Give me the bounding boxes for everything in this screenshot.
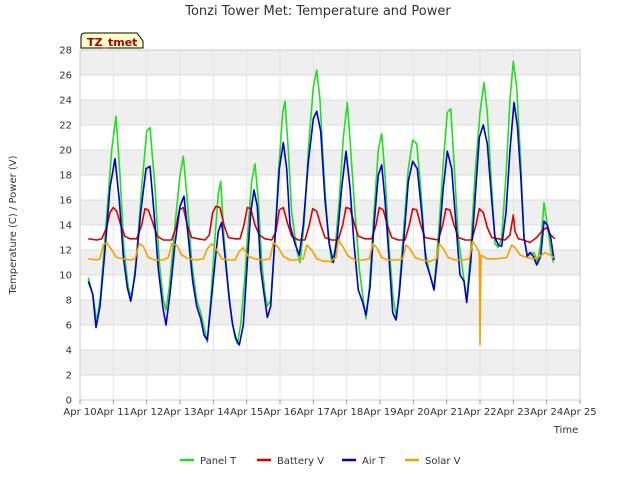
y-tick-label: 26 bbox=[59, 71, 72, 82]
grid-band bbox=[80, 50, 580, 75]
x-tick-label: Apr 12 bbox=[130, 407, 163, 418]
x-tick-label: Apr 15 bbox=[230, 407, 263, 418]
y-tick-label: 12 bbox=[59, 246, 72, 257]
y-tick-label: 6 bbox=[66, 321, 72, 332]
y-tick-label: 22 bbox=[59, 121, 72, 132]
x-tick-label: Apr 20 bbox=[397, 407, 430, 418]
x-tick-label: Apr 13 bbox=[163, 407, 196, 418]
plot-frame bbox=[79, 49, 581, 401]
grid-band bbox=[80, 350, 580, 375]
series-line-air-t bbox=[87, 101, 555, 346]
x-tick-label: Apr 10 bbox=[63, 407, 96, 418]
x-tick-label: Apr 21 bbox=[430, 407, 463, 418]
x-tick-label: Apr 18 bbox=[330, 407, 363, 418]
chart-badge: TZ_tmet bbox=[80, 32, 144, 49]
y-tick-label: 10 bbox=[59, 271, 72, 282]
y-tick-label: 14 bbox=[59, 221, 72, 232]
grid-band bbox=[80, 100, 580, 125]
y-tick-label: 20 bbox=[59, 146, 72, 157]
x-tick-label: Apr 19 bbox=[363, 407, 396, 418]
y-axis-label: Temperature (C) / Power (V) bbox=[8, 155, 19, 295]
series-lines bbox=[87, 60, 556, 346]
y-tick-label: 16 bbox=[59, 196, 72, 207]
y-tick-label: 24 bbox=[59, 96, 72, 107]
y-tick-label: 0 bbox=[66, 396, 72, 407]
badge-label: TZ_tmet bbox=[87, 36, 137, 49]
x-tick-label: Apr 25 bbox=[563, 407, 596, 418]
y-tick-label: 28 bbox=[59, 46, 72, 57]
legend-label: Solar V bbox=[425, 456, 461, 467]
legend-label: Air T bbox=[362, 456, 386, 467]
x-tick-label: Apr 14 bbox=[197, 407, 230, 418]
grid-band bbox=[80, 150, 580, 175]
legend-label: Battery V bbox=[277, 456, 324, 467]
x-tick-label: Apr 11 bbox=[97, 407, 130, 418]
x-tick-label: Apr 23 bbox=[497, 407, 530, 418]
y-tick-label: 4 bbox=[66, 346, 72, 357]
y-tick-label: 8 bbox=[66, 296, 72, 307]
badge-box bbox=[80, 32, 144, 49]
series-line-panel-t bbox=[87, 60, 555, 345]
chart-title: Tonzi Tower Met: Temperature and Power bbox=[184, 4, 451, 19]
y-tick-label: 2 bbox=[66, 371, 72, 382]
x-tick-label: Apr 24 bbox=[530, 407, 563, 418]
series-line-solar-v bbox=[88, 239, 555, 346]
x-tick-label: Apr 17 bbox=[297, 407, 330, 418]
grid-band bbox=[80, 200, 580, 225]
y-tick-label: 18 bbox=[59, 171, 72, 182]
x-tick-label: Apr 16 bbox=[263, 407, 296, 418]
legend-label: Panel T bbox=[200, 456, 237, 467]
grid-band bbox=[80, 300, 580, 325]
series-line-battery-v bbox=[88, 205, 556, 244]
legend: Panel T Battery V Air T Solar V bbox=[180, 456, 461, 467]
x-tick-label: Apr 22 bbox=[463, 407, 496, 418]
plot-background bbox=[80, 50, 580, 375]
x-axis-label: Time bbox=[553, 425, 578, 436]
x-axis: Apr 10 Apr 11 Apr 12 Apr 13 Apr 14 Apr 15 Apr … bbox=[63, 400, 597, 418]
